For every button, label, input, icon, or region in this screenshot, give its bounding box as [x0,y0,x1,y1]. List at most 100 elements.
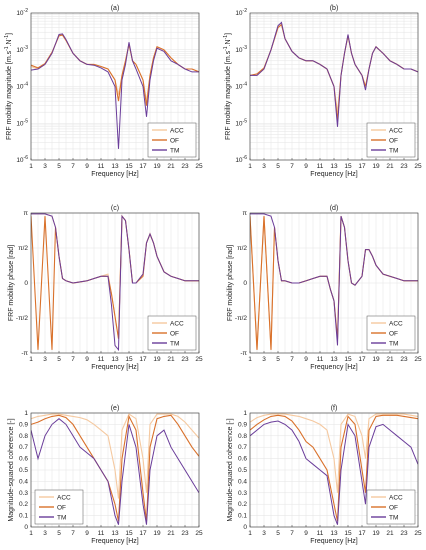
panel-title: (e) [111,405,120,412]
legend: ACC OF TM [34,489,84,525]
y-tick-label: π [243,210,248,217]
y-axis-label: FRF mobility magnitude [m.s-1.N-1] [223,33,232,140]
x-tick-label: 1 [29,356,33,363]
y-tick-label: -π/2 [235,315,247,322]
legend-label: ACC [170,321,184,328]
x-tick-label: 15 [125,356,133,363]
panel-title: (d) [330,205,339,212]
y-tick-base: 10 [16,47,24,54]
x-tick-label: 15 [344,356,352,363]
x-tick-label: 7 [71,530,75,537]
legend-label: TM [170,341,179,348]
x-tick-label: 9 [304,530,308,537]
y-tick-label: 0.8 [19,433,28,440]
x-tick-label: 15 [125,163,133,170]
y-axis-label: Magnitude-squared coherence [-] [227,418,234,521]
x-tick-label: 23 [181,530,189,537]
y-tick-label: 10-4 [16,82,28,91]
legend-label: TM [170,148,179,155]
series-line-acc [250,413,418,493]
y-axis-label: FRF mobility magnitude [m.s-1.N-1] [4,33,13,140]
y-tick-label: π/2 [237,245,247,252]
y-tick-base: 10 [235,84,243,91]
y-tick-label: 0 [24,280,28,287]
y-tick-label: 0 [243,280,247,287]
series-line-tm [250,213,418,346]
x-tick-label: 3 [43,356,47,363]
legend-label: TM [389,148,398,155]
y-tick-exp: -5 [243,118,248,124]
y-tick-label: 0.3 [19,490,28,497]
series-group [250,21,418,127]
y-tick-exp: -3 [24,45,29,51]
x-tick-label: 5 [57,356,61,363]
x-tick-label: 11 [98,356,105,363]
x-tick-label: 17 [358,530,366,537]
legend: ACC OF TM [366,122,416,158]
x-tick-label: 7 [71,163,75,170]
x-tick-label: 21 [167,530,175,537]
x-tick-label: 9 [304,356,308,363]
x-tick-label: 23 [181,163,189,170]
y-tick-exp: -4 [243,82,248,88]
y-tick-base: 10 [235,10,243,17]
x-tick-label: 25 [414,356,422,363]
series-line-tm [31,33,199,149]
series-group [31,213,199,352]
y-tick-label: 0.6 [19,456,28,463]
y-tick-label: -π/2 [16,315,28,322]
series-group [250,413,418,525]
x-tick-label: 19 [153,163,161,170]
y-tick-label: 0.4 [238,478,247,485]
y-tick-label: -π [21,350,28,357]
x-tick-label: 5 [57,163,61,170]
y-tick-label: 10-5 [235,118,247,127]
legend: ACC OF TM [147,315,197,351]
x-tick-label: 19 [372,163,380,170]
x-tick-label: 5 [276,163,280,170]
legend-label: ACC [389,495,403,502]
y-tick-base: 10 [16,120,24,127]
y-tick-label: 0.5 [238,467,247,474]
x-tick-label: 13 [111,356,119,363]
legend: ACC OF TM [147,122,197,158]
y-tick-base: 10 [235,120,243,127]
y-tick-label: -π [240,350,247,357]
y-tick-label: 0.8 [238,433,247,440]
y-tick-exp: -6 [24,155,29,161]
x-tick-label: 19 [372,356,380,363]
y-tick-label: 0.2 [238,501,247,508]
x-axis-label: Frequency [Hz] [91,171,139,178]
x-tick-label: 1 [29,163,33,170]
legend-label: ACC [57,495,71,502]
x-tick-label: 17 [139,530,147,537]
x-tick-label: 21 [167,163,175,170]
x-tick-label: 25 [414,163,422,170]
y-tick-label: π/2 [18,245,28,252]
x-tick-label: 11 [317,356,324,363]
panel-title: (b) [330,5,339,12]
x-tick-label: 13 [111,163,119,170]
x-tick-label: 11 [317,530,324,537]
x-tick-label: 21 [386,356,394,363]
x-tick-label: 3 [43,163,47,170]
x-tick-label: 11 [98,163,105,170]
y-tick-label: 10-6 [16,155,28,164]
y-tick-base: 10 [235,47,243,54]
legend-label: OF [170,138,179,145]
x-axis-label: Frequency [Hz] [91,364,139,371]
x-tick-label: 5 [276,356,280,363]
x-tick-label: 19 [153,356,161,363]
legend-label: OF [389,331,398,338]
x-tick-label: 1 [248,530,252,537]
x-tick-label: 3 [262,530,266,537]
x-tick-label: 25 [195,163,203,170]
y-tick-label: 0.1 [19,513,28,520]
x-tick-label: 23 [400,163,408,170]
x-tick-label: 23 [400,530,408,537]
y-tick-label: π [24,210,29,217]
